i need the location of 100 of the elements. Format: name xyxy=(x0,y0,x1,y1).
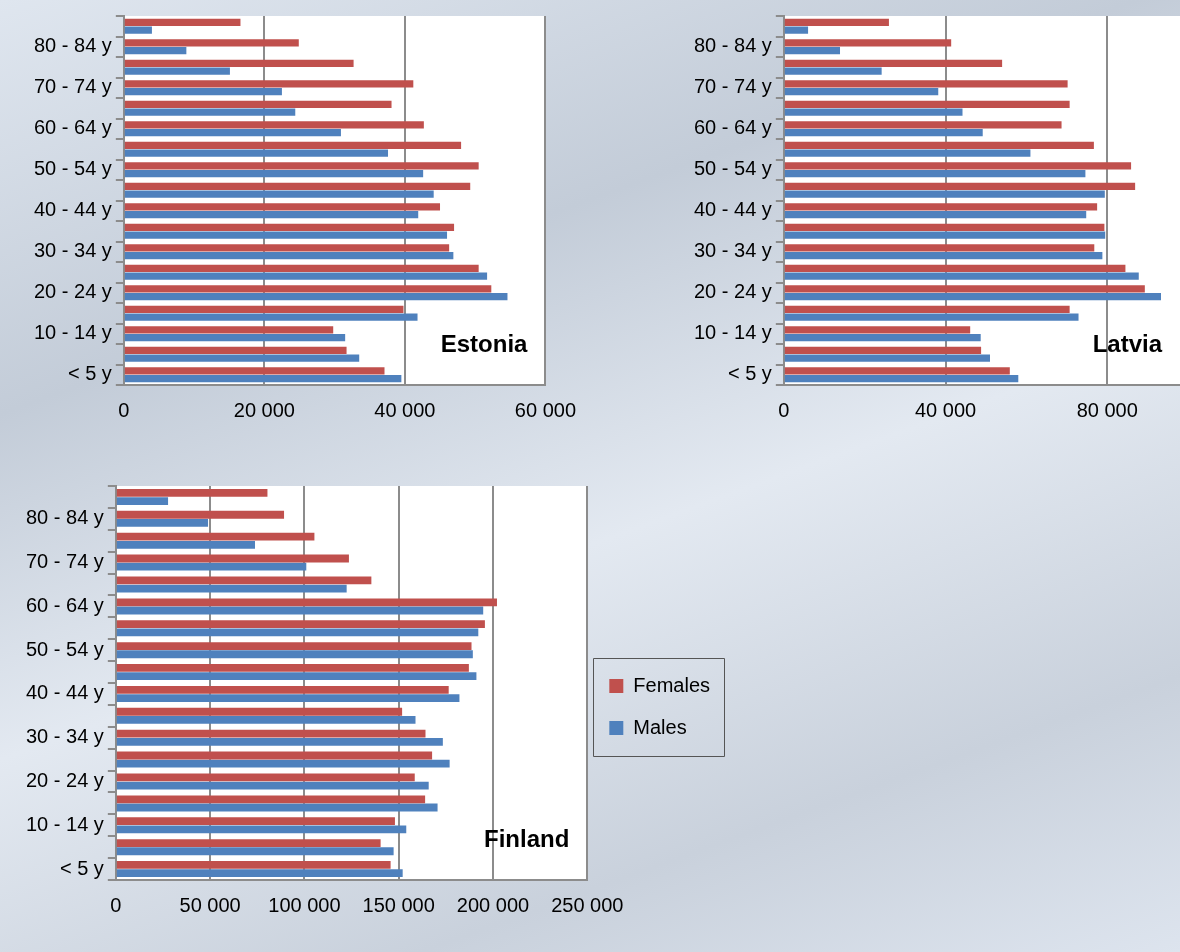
bar xyxy=(784,169,1086,178)
x-tick-label: 40 000 xyxy=(914,398,977,421)
y-tick-label: 20 - 24 y xyxy=(33,280,112,303)
bar xyxy=(116,672,477,681)
x-tick-label: 50 000 xyxy=(179,893,241,916)
y-tick-label: 70 - 74 y xyxy=(25,550,104,573)
bar xyxy=(116,642,472,650)
bar xyxy=(116,519,209,527)
bar xyxy=(784,190,1105,198)
bar xyxy=(116,685,449,694)
bar xyxy=(784,67,882,75)
bar xyxy=(116,729,426,738)
y-tick-label: 40 - 44 y xyxy=(693,198,772,221)
bar xyxy=(116,847,394,856)
bar xyxy=(116,620,485,629)
bar xyxy=(116,562,307,571)
bar xyxy=(116,839,381,847)
bar xyxy=(784,87,939,96)
bar xyxy=(116,759,450,768)
bar xyxy=(784,244,1095,252)
bar xyxy=(784,46,841,55)
y-tick-label: 50 - 54 y xyxy=(693,157,772,180)
bar xyxy=(116,488,268,497)
bar xyxy=(116,606,484,615)
bar xyxy=(124,59,354,68)
bar xyxy=(124,251,454,260)
y-tick-label: 20 - 24 y xyxy=(25,769,104,792)
bar xyxy=(784,367,1010,375)
y-tick-label: 10 - 14 y xyxy=(25,812,104,835)
bar xyxy=(116,737,443,746)
bar xyxy=(116,707,403,716)
bar xyxy=(784,182,1136,191)
bar xyxy=(784,223,1105,232)
bar xyxy=(124,285,492,293)
bar xyxy=(116,598,497,607)
bar xyxy=(124,128,341,137)
bar xyxy=(116,628,479,637)
bar xyxy=(124,108,296,116)
bar xyxy=(124,149,389,157)
bar xyxy=(116,861,391,869)
y-tick-label: < 5 y xyxy=(727,362,772,385)
bar xyxy=(784,59,1003,68)
y-tick-label: 80 - 84 y xyxy=(25,506,104,529)
bar xyxy=(784,149,1031,157)
bar xyxy=(784,203,1098,211)
legend-label: Males xyxy=(633,715,687,738)
x-tick-label: 250 000 xyxy=(551,893,624,916)
bar xyxy=(116,664,469,672)
text: Latvia xyxy=(1092,329,1163,357)
bar xyxy=(124,121,424,129)
bar xyxy=(116,532,315,541)
x-tick-label: 0 xyxy=(778,398,790,421)
y-tick-label: 40 - 44 y xyxy=(33,198,112,221)
bar xyxy=(116,803,438,812)
bar xyxy=(784,374,1019,383)
y-tick-label: < 5 y xyxy=(67,362,112,385)
bar xyxy=(116,716,416,724)
bar xyxy=(784,128,983,137)
y-tick-label: 30 - 34 y xyxy=(33,239,112,262)
y-tick-label: 60 - 64 y xyxy=(25,593,104,616)
bar xyxy=(784,285,1145,293)
bar xyxy=(124,87,282,96)
bar xyxy=(116,510,285,519)
bar xyxy=(784,162,1132,170)
legend-label: Females xyxy=(633,673,711,696)
x-tick-label: 80 000 xyxy=(1076,398,1138,421)
bar xyxy=(124,26,152,34)
bar xyxy=(124,264,479,273)
text: Finland xyxy=(483,824,570,852)
y-tick-label: 70 - 74 y xyxy=(693,75,772,98)
bar xyxy=(784,100,1070,109)
bar xyxy=(784,210,1087,219)
bar xyxy=(124,210,419,219)
bar xyxy=(124,333,346,342)
text: Estonia xyxy=(440,329,529,357)
bar xyxy=(116,825,407,834)
bar xyxy=(784,26,809,34)
bar xyxy=(784,80,1068,88)
bar xyxy=(116,540,256,549)
bar xyxy=(124,203,441,211)
x-tick-label: 150 000 xyxy=(362,893,435,916)
y-tick-label: 10 - 14 y xyxy=(693,321,772,344)
y-tick-label: 40 - 44 y xyxy=(25,681,104,704)
bar xyxy=(124,46,187,55)
y-tick-label: 30 - 34 y xyxy=(693,239,772,262)
bar xyxy=(124,18,241,27)
bar xyxy=(116,584,347,593)
y-tick-label: 80 - 84 y xyxy=(33,34,112,57)
bar xyxy=(124,305,404,314)
x-tick-label: 200 000 xyxy=(456,893,530,916)
bar xyxy=(784,272,1139,280)
bar xyxy=(784,354,990,362)
bar xyxy=(124,326,334,334)
y-tick-label: 30 - 34 y xyxy=(25,725,104,748)
bar xyxy=(124,367,385,375)
bar xyxy=(784,292,1161,301)
bar xyxy=(116,869,403,878)
y-tick-label: 80 - 84 y xyxy=(693,34,772,57)
bar xyxy=(784,251,1103,260)
bar xyxy=(784,108,963,116)
